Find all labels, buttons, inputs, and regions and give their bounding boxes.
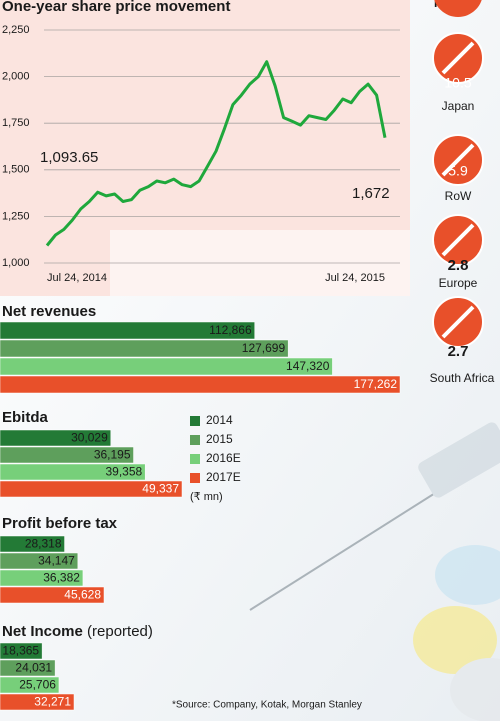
net-income-title: Net Income (reported)	[2, 623, 153, 640]
bar-label: 24,031	[15, 661, 52, 675]
region-value: 2.8	[448, 257, 469, 274]
region-slash	[441, 143, 475, 177]
bar-label: 112,866	[209, 323, 252, 337]
bar	[0, 321, 255, 340]
region-slash	[441, 305, 475, 339]
region-label: Europe	[439, 276, 478, 290]
y-tick-label: 1,000	[2, 257, 30, 269]
bar	[0, 357, 333, 376]
bar	[0, 463, 146, 481]
bar	[0, 480, 183, 498]
bar	[0, 446, 134, 464]
legend-label: 2017E	[206, 470, 241, 484]
bar	[0, 676, 60, 694]
bar-label: 177,262	[354, 377, 398, 391]
bar-label: 25,706	[19, 678, 56, 692]
x-tick-label: Jul 24, 2015	[325, 272, 385, 284]
region-icon	[432, 32, 484, 84]
legend-swatch	[190, 454, 200, 464]
legend-note: (₹ mn)	[190, 491, 223, 503]
source: *Source: Company, Kotak, Morgan Stanley	[172, 700, 362, 711]
bar	[0, 429, 112, 447]
bar-label: 45,628	[64, 588, 101, 602]
bar-label: 36,382	[43, 571, 80, 585]
region-icon	[432, 296, 484, 348]
bar-label: 36,195	[94, 448, 131, 462]
bar-label: 34,147	[38, 554, 75, 568]
bar-label: 49,337	[142, 482, 179, 496]
line-title: One-year share price movement	[2, 0, 230, 15]
bar-label: 32,271	[34, 695, 71, 709]
bar-label: 39,358	[105, 465, 142, 479]
region-slash	[441, 41, 475, 75]
region-slash	[441, 223, 475, 257]
bar-label: 18,365	[2, 644, 39, 658]
x-tick-label: Jul 24, 2014	[47, 272, 107, 284]
bar	[0, 339, 289, 358]
bar	[0, 693, 75, 711]
net-income-subtitle: (reported)	[87, 623, 153, 640]
legend-swatch	[190, 435, 200, 445]
end-annotation: 1,672	[352, 185, 390, 202]
legend-swatch	[190, 473, 200, 483]
y-tick-label: 1,750	[2, 117, 30, 129]
bar	[0, 535, 65, 553]
y-tick-label: 1,500	[2, 164, 30, 176]
legend-label: 2016E	[206, 451, 241, 465]
bar	[0, 642, 43, 660]
legend-label: 2014	[206, 413, 233, 427]
y-tick-label: 2,250	[2, 24, 30, 36]
y-tick-label: 1,250	[2, 210, 30, 222]
region-label: South Africa	[430, 371, 495, 385]
bar	[0, 586, 105, 604]
price-line	[45, 60, 387, 247]
bar	[0, 375, 401, 394]
y-tick-label: 2,000	[2, 71, 30, 83]
legend-swatch	[190, 416, 200, 426]
revenue-title: Net revenues	[2, 303, 96, 320]
legend-label: 2015	[206, 432, 233, 446]
bar-label: 147,320	[286, 359, 330, 373]
region-value: 5.9	[448, 163, 468, 179]
ebitda-title: Ebitda	[2, 409, 48, 426]
bar-label: 30,029	[71, 431, 108, 445]
decor-syringe	[249, 422, 500, 722]
bar-label: 127,699	[242, 341, 286, 355]
region-icon	[432, 134, 484, 186]
region-icon	[432, 214, 484, 266]
bar	[0, 552, 79, 570]
net-income-title-main: Net Income	[2, 623, 83, 640]
region-icon-top	[434, 0, 482, 17]
bar	[0, 659, 56, 677]
region-label: Japan	[442, 99, 475, 113]
region-value: 2.7	[448, 343, 469, 360]
start-annotation: 1,093.65	[40, 149, 98, 166]
region-label: RoW	[445, 189, 472, 203]
pbt-title: Profit before tax	[2, 515, 118, 532]
region-value: 10.5	[444, 75, 471, 91]
bar	[0, 569, 84, 587]
bar-label: 28,318	[25, 537, 62, 551]
